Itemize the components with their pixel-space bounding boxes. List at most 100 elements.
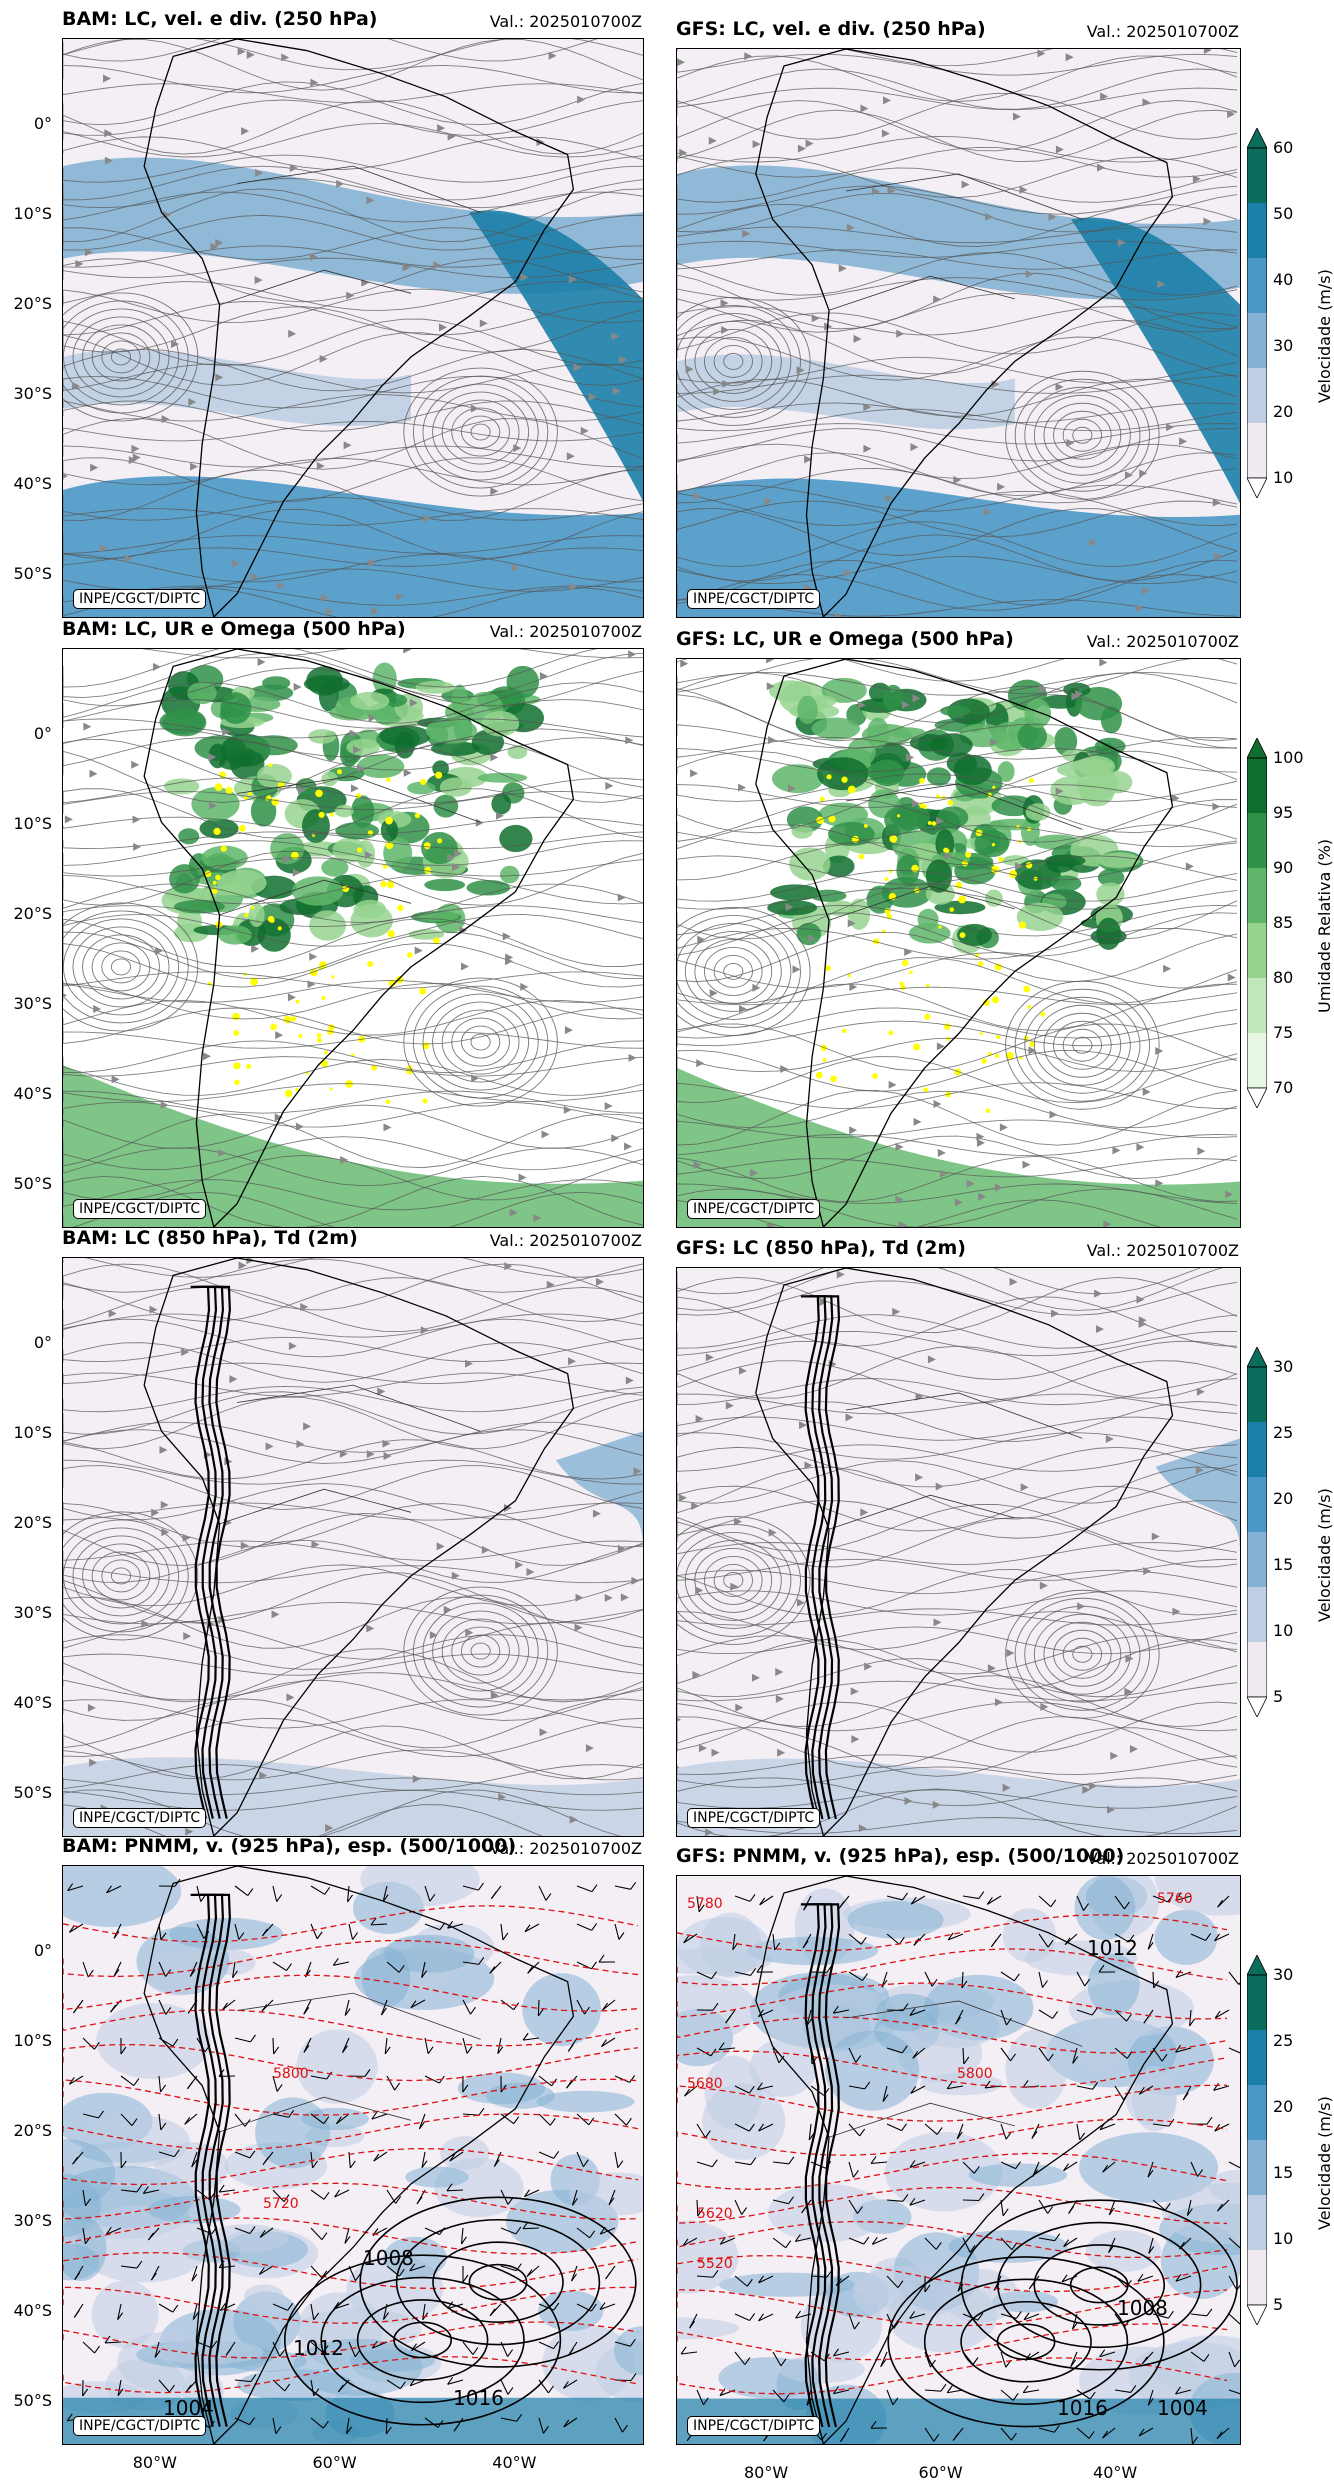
colorbar-segment: [1247, 423, 1267, 478]
map-canvas: [677, 49, 1240, 617]
colorbar-tick-label: 95: [1273, 803, 1293, 822]
colorbar-tick-label: 30: [1273, 1965, 1293, 1984]
latitude-label: 10°S: [4, 204, 52, 223]
colorbar-segment: [1247, 758, 1267, 813]
colorbar-tick-label: 10: [1273, 1621, 1293, 1640]
latitude-label: 20°S: [4, 2121, 52, 2140]
credit-badge: INPE/CGCT/DIPTC: [73, 589, 206, 609]
latitude-label: 50°S: [4, 1783, 52, 1802]
longitude-label: 60°W: [300, 2453, 370, 2472]
map-canvas: [677, 659, 1240, 1227]
colorbar: [1247, 758, 1267, 1088]
colorbar-segment: [1247, 1642, 1267, 1697]
colorbar: [1247, 1367, 1267, 1697]
colorbar-segment: [1247, 258, 1267, 313]
latitude-label: 0°: [4, 724, 52, 743]
latitude-label: 40°S: [4, 1084, 52, 1103]
colorbar: [1247, 1975, 1267, 2305]
bam-panel-title: BAM: LC, UR e Omega (500 hPa): [62, 618, 406, 640]
bam-panel-title: BAM: LC, vel. e div. (250 hPa): [62, 8, 378, 30]
map-canvas: [63, 1258, 643, 1836]
longitude-label: 60°W: [906, 2463, 976, 2482]
colorbar-tick-label: 25: [1273, 2031, 1293, 2050]
latitude-label: 30°S: [4, 994, 52, 1013]
latitude-label: 40°S: [4, 1693, 52, 1712]
colorbar-tick-label: 80: [1273, 968, 1293, 987]
latitude-label: 50°S: [4, 564, 52, 583]
colorbar-label: Velocidade (m/s): [1315, 269, 1334, 403]
colorbar-tick-label: 90: [1273, 858, 1293, 877]
bam-valid-time: Val.: 2025010700Z: [442, 622, 642, 641]
contour-label: 5680: [687, 2076, 723, 2092]
bam-map: INPE/CGCT/DIPTC: [62, 38, 644, 618]
bam-valid-time: Val.: 2025010700Z: [442, 1231, 642, 1250]
colorbar-segment: [1247, 1477, 1267, 1532]
colorbar-tick-label: 20: [1273, 2097, 1293, 2116]
contour-label: 1016: [1057, 2396, 1108, 2420]
credit-badge: INPE/CGCT/DIPTC: [73, 1199, 206, 1219]
colorbar-segment: [1247, 313, 1267, 368]
gfs-valid-time: Val.: 2025010700Z: [1039, 1849, 1239, 1868]
colorbar-tick-label: 10: [1273, 468, 1293, 487]
latitude-label: 50°S: [4, 1174, 52, 1193]
colorbar-tick-label: 85: [1273, 913, 1293, 932]
credit-badge: INPE/CGCT/DIPTC: [687, 589, 820, 609]
latitude-label: 10°S: [4, 814, 52, 833]
colorbar-tick-label: 40: [1273, 270, 1293, 289]
bam-valid-time: Val.: 2025010700Z: [442, 12, 642, 31]
colorbar-tick-label: 30: [1273, 336, 1293, 355]
contour-label: 5620: [697, 2206, 733, 2222]
credit-badge: INPE/CGCT/DIPTC: [687, 2416, 820, 2436]
colorbar-segment: [1247, 2195, 1267, 2250]
latitude-label: 40°S: [4, 2301, 52, 2320]
longitude-label: 80°W: [731, 2463, 801, 2482]
colorbar-tick-label: 25: [1273, 1423, 1293, 1442]
gfs-map: INPE/CGCT/DIPTC: [676, 1267, 1241, 1837]
credit-badge: INPE/CGCT/DIPTC: [73, 1808, 206, 1828]
gfs-valid-time: Val.: 2025010700Z: [1039, 22, 1239, 41]
latitude-label: 0°: [4, 1333, 52, 1352]
colorbar-tick-label: 50: [1273, 204, 1293, 223]
map-canvas: [63, 39, 643, 617]
credit-badge: INPE/CGCT/DIPTC: [687, 1808, 820, 1828]
bam-panel-title: BAM: LC (850 hPa), Td (2m): [62, 1227, 358, 1249]
colorbar-label: Velocidade (m/s): [1315, 1488, 1334, 1622]
gfs-map: INPE/CGCT/DIPTC: [676, 48, 1241, 618]
map-canvas: [63, 649, 643, 1227]
colorbar-segment: [1247, 368, 1267, 423]
gfs-panel-title: GFS: LC, UR e Omega (500 hPa): [676, 628, 1014, 650]
colorbar-segment: [1247, 813, 1267, 868]
latitude-label: 30°S: [4, 2211, 52, 2230]
contour-label: 5800: [957, 2066, 993, 2082]
colorbar-segment: [1247, 868, 1267, 923]
map-canvas: [677, 1268, 1240, 1836]
colorbar-segment: [1247, 1975, 1267, 2030]
colorbar-tick-label: 5: [1273, 2295, 1283, 2314]
gfs-valid-time: Val.: 2025010700Z: [1039, 1241, 1239, 1260]
colorbar-segment: [1247, 1587, 1267, 1642]
latitude-label: 10°S: [4, 1423, 52, 1442]
colorbar-label: Umidade Relativa (%): [1315, 839, 1334, 1013]
colorbar-segment: [1247, 923, 1267, 978]
colorbar-tick-label: 60: [1273, 138, 1293, 157]
colorbar-segment: [1247, 978, 1267, 1033]
colorbar-tick-label: 20: [1273, 1489, 1293, 1508]
colorbar-segment: [1247, 2140, 1267, 2195]
contour-label: 5760: [1157, 1891, 1193, 1907]
colorbar-tick-label: 15: [1273, 1555, 1293, 1574]
contour-label: 5780: [687, 1896, 723, 1912]
colorbar-segment: [1247, 1532, 1267, 1587]
contour-label: 5520: [697, 2256, 733, 2272]
gfs-panel-title: GFS: LC, vel. e div. (250 hPa): [676, 18, 986, 40]
colorbar-tick-label: 75: [1273, 1023, 1293, 1042]
contour-label: 1004: [1157, 2396, 1208, 2420]
gfs-map: INPE/CGCT/DIPTC: [676, 658, 1241, 1228]
bam-map: INPE/CGCT/DIPTC: [62, 648, 644, 1228]
latitude-label: 40°S: [4, 474, 52, 493]
latitude-label: 30°S: [4, 1603, 52, 1622]
bam-map: INPE/CGCT/DIPTC: [62, 1257, 644, 1837]
colorbar-tick-label: 10: [1273, 2229, 1293, 2248]
contour-label: 5800: [273, 2066, 309, 2082]
